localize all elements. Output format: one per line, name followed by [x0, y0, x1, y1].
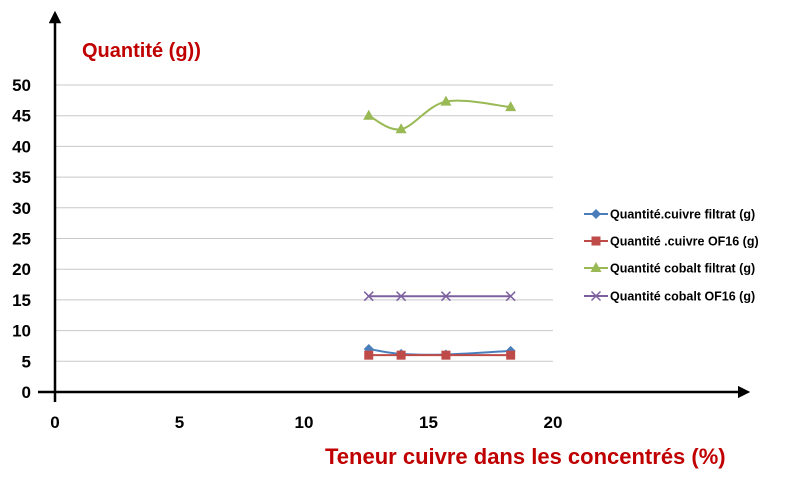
- series-line-0: [368, 348, 511, 356]
- x-tick-label-0: 0: [50, 413, 59, 432]
- data-point-1-1: [396, 350, 406, 360]
- data-point-3-3: [505, 291, 516, 302]
- y-tick-label-1: 5: [22, 352, 31, 371]
- data-point-3-2: [440, 291, 451, 302]
- y-tick-label-10: 50: [12, 76, 31, 95]
- data-point-2-3: [505, 101, 517, 112]
- x-tick-labels: 0 5 10 15 20: [50, 413, 562, 432]
- series-0: [363, 344, 516, 360]
- y-tick-label-5: 25: [12, 230, 31, 249]
- data-point-1-2: [441, 350, 451, 360]
- data-point-3-0: [363, 291, 374, 302]
- data-point-1-0: [364, 350, 374, 360]
- data-point-2-2: [440, 95, 452, 106]
- x-tick-label-3: 15: [419, 413, 438, 432]
- x-tick-label-1: 5: [175, 413, 184, 432]
- y-tick-label-6: 30: [12, 199, 31, 218]
- legend-swatch-marker-0: [591, 209, 601, 219]
- legend-item-3: Quantité cobalt OF16 (g): [584, 290, 755, 304]
- legend-item-0: Quantité.cuivre filtrat (g): [584, 208, 755, 222]
- y-tick-labels: 0 5 10 15 20 25 30 35 40 45 50: [12, 76, 31, 402]
- y-tick-label-3: 15: [12, 291, 31, 310]
- legend-swatch-marker-2: [590, 262, 602, 272]
- legend-label-0: Quantité.cuivre filtrat (g): [610, 208, 755, 222]
- data-point-3-1: [396, 291, 407, 302]
- y-axis-title: Quantité (g)): [82, 40, 201, 62]
- axes: [38, 10, 751, 402]
- y-tick-label-0: 0: [22, 383, 31, 402]
- legend-label-3: Quantité cobalt OF16 (g): [610, 290, 755, 304]
- series-line-2: [368, 99, 511, 131]
- series-2: [363, 95, 517, 134]
- x-axis-title: Teneur cuivre dans les concentrés (%): [325, 444, 726, 469]
- y-tick-label-4: 20: [12, 260, 31, 279]
- gridlines: [55, 84, 553, 362]
- data-point-1-3: [506, 350, 516, 360]
- x-tick-label-4: 20: [544, 413, 563, 432]
- legend: Quantité.cuivre filtrat (g) Quantité .cui…: [584, 208, 759, 304]
- legend-label-1: Quantité .cuivre OF16 (g): [610, 235, 759, 249]
- legend-swatch-marker-1: [591, 236, 601, 246]
- series-1: [364, 350, 516, 360]
- data-point-2-0: [363, 109, 375, 120]
- legend-label-2: Quantité cobalt filtrat (g): [610, 262, 755, 276]
- y-tick-label-9: 45: [12, 107, 31, 126]
- y-tick-label-8: 40: [12, 137, 31, 156]
- legend-item-1: Quantité .cuivre OF16 (g): [584, 235, 759, 249]
- y-tick-label-2: 10: [12, 322, 31, 341]
- y-tick-label-7: 35: [12, 168, 31, 187]
- series-layer: [363, 95, 517, 360]
- data-point-2-1: [395, 123, 407, 134]
- series-3: [363, 291, 516, 302]
- legend-swatch-marker-3: [590, 290, 602, 302]
- legend-item-2: Quantité cobalt filtrat (g): [584, 262, 755, 276]
- x-tick-label-2: 10: [295, 413, 314, 432]
